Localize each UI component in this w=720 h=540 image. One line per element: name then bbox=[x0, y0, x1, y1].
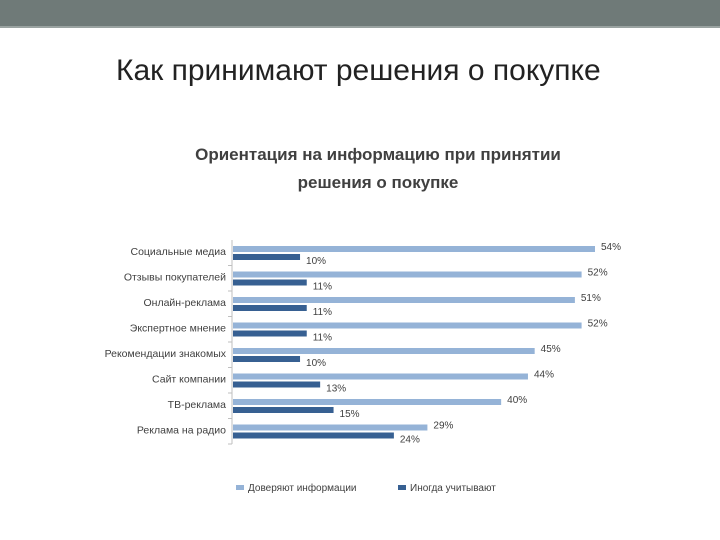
category-label: Рекомендации знакомых bbox=[105, 348, 227, 360]
legend-swatch-sometimes bbox=[398, 485, 406, 490]
data-label: 44% bbox=[534, 370, 554, 381]
data-label: 24% bbox=[400, 435, 420, 446]
bar-trust bbox=[233, 348, 535, 354]
bar-sometimes bbox=[233, 432, 394, 439]
data-label: 11% bbox=[313, 333, 332, 344]
bar-sometimes bbox=[233, 381, 321, 388]
data-label: 52% bbox=[588, 268, 608, 279]
bar-trust bbox=[233, 246, 595, 252]
category-label: Экспертное мнение bbox=[130, 323, 226, 335]
bar-trust bbox=[233, 271, 582, 278]
category-label: Сайт компании bbox=[152, 374, 226, 386]
category-label: Отзывы покупателей bbox=[124, 272, 226, 284]
data-label: 11% bbox=[313, 282, 332, 293]
legend-label-sometimes: Иногда учитывают bbox=[410, 483, 496, 494]
bar-trust bbox=[233, 322, 582, 329]
category-label: Социальные медиа bbox=[131, 246, 227, 258]
bar-trust bbox=[233, 424, 428, 431]
data-label: 29% bbox=[433, 421, 453, 432]
bar-sometimes bbox=[233, 305, 307, 311]
data-label: 13% bbox=[326, 384, 346, 395]
bar-trust bbox=[233, 297, 575, 303]
data-label: 51% bbox=[581, 293, 601, 304]
plot-area: Социальные медиа 54% 10% Отзывы покупателей… bbox=[105, 240, 621, 446]
data-label: 40% bbox=[507, 395, 527, 406]
chart-title-line-2: решения о покупке bbox=[298, 173, 459, 192]
legend-label-trust: Доверяют информации bbox=[248, 482, 357, 494]
bar-sometimes bbox=[233, 407, 334, 413]
legend-swatch-trust bbox=[236, 485, 244, 490]
top-band bbox=[0, 0, 720, 28]
category-label: Реклама на радио bbox=[137, 425, 226, 437]
legend: Доверяют информации Иногда учитывают bbox=[236, 482, 496, 494]
slide-title: Как принимают решения о покупке bbox=[116, 54, 601, 87]
data-label: 45% bbox=[541, 344, 561, 355]
data-label: 15% bbox=[340, 409, 360, 420]
bar-trust bbox=[233, 399, 502, 405]
category-label: Онлайн-реклама bbox=[143, 297, 226, 309]
data-label: 10% bbox=[306, 358, 326, 369]
bar-trust bbox=[233, 373, 528, 380]
data-label: 10% bbox=[306, 256, 326, 267]
bar-sometimes bbox=[233, 279, 307, 286]
bar-sometimes bbox=[233, 356, 301, 362]
data-label: 11% bbox=[313, 307, 332, 318]
data-label: 52% bbox=[588, 319, 608, 330]
chart-title-line-1: Ориентация на информацию при принятии bbox=[195, 145, 561, 164]
bar-sometimes bbox=[233, 330, 307, 337]
bar-sometimes bbox=[233, 254, 301, 260]
data-label: 54% bbox=[601, 242, 621, 253]
category-label: ТВ-реклама bbox=[168, 399, 226, 411]
